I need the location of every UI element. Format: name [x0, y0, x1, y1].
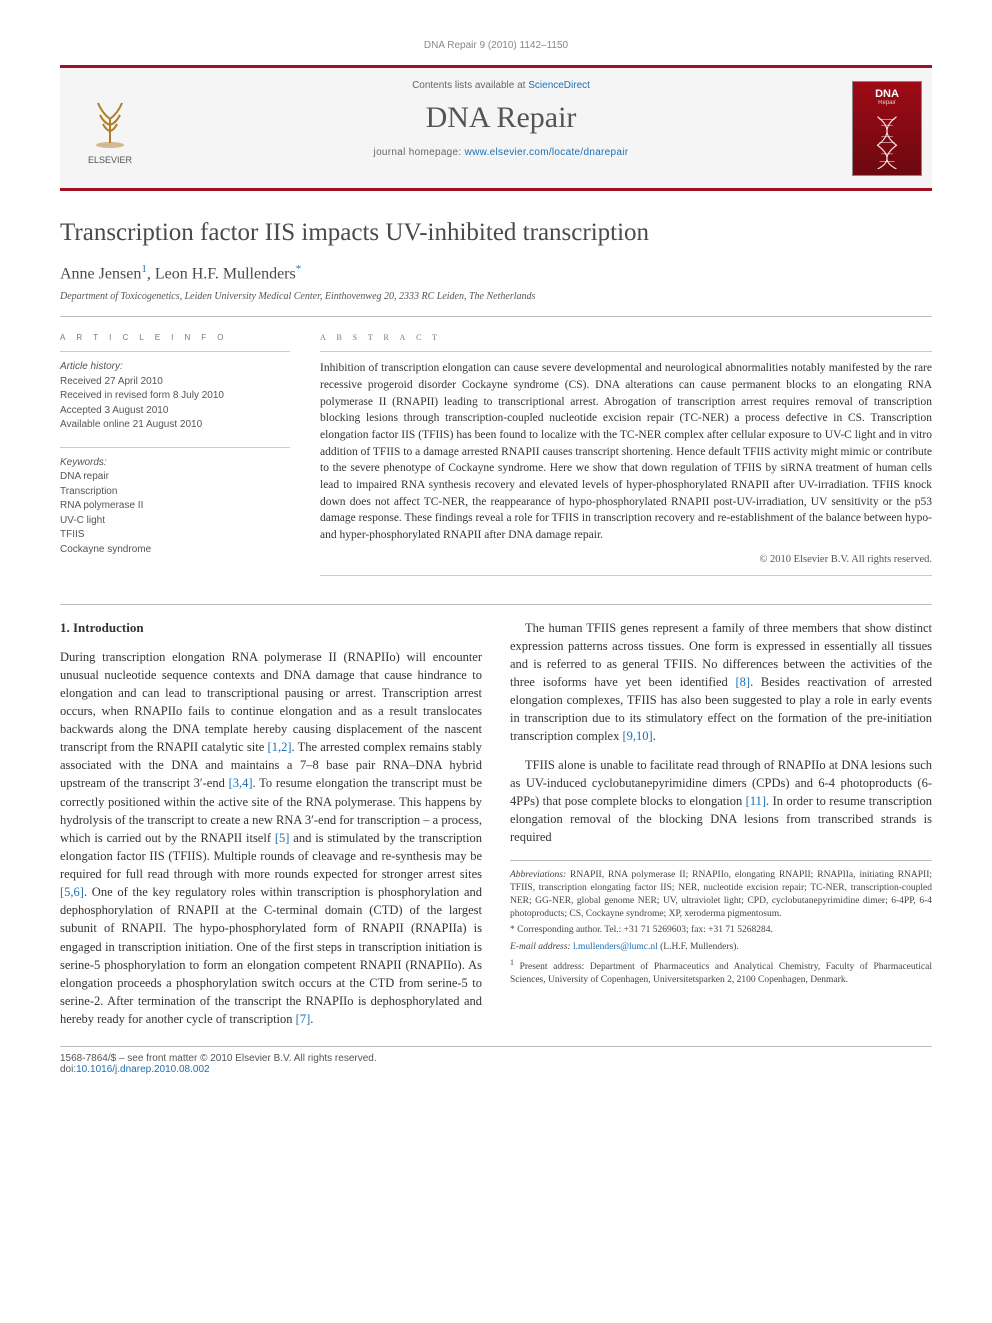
email-label: E-mail address: — [510, 942, 573, 952]
citation-link[interactable]: [9,10] — [622, 729, 652, 743]
keyword: UV-C light — [60, 514, 290, 529]
divider — [60, 447, 290, 448]
keyword: Cockayne syndrome — [60, 543, 290, 558]
abbrev-label: Abbreviations: — [510, 870, 566, 880]
keyword: DNA repair — [60, 470, 290, 485]
history-item: Accepted 3 August 2010 — [60, 404, 290, 419]
copyright: © 2010 Elsevier B.V. All rights reserved… — [320, 554, 932, 565]
history-label: Article history: — [60, 360, 290, 375]
citation-link[interactable]: [7] — [296, 1012, 311, 1026]
keywords-label: Keywords: — [60, 456, 290, 471]
footer: 1568-7864/$ – see front matter © 2010 El… — [60, 1046, 932, 1075]
text-run: . One of the key regulatory roles within… — [60, 885, 482, 1026]
author-1: Anne Jensen — [60, 265, 141, 282]
corresponding-author: * Corresponding author. Tel.: +31 71 526… — [510, 924, 932, 937]
citation-link[interactable]: [8] — [736, 675, 751, 689]
paragraph: During transcription elongation RNA poly… — [60, 648, 482, 1029]
cover-title: DNA — [875, 88, 899, 100]
journal-cover-thumb: DNA Repair — [852, 81, 922, 176]
section-heading: 1. Introduction — [60, 619, 482, 638]
email-link[interactable]: l.mullenders@lumc.nl — [573, 942, 658, 952]
keyword: TFIIS — [60, 528, 290, 543]
body-text: 1. Introduction During transcription elo… — [60, 619, 932, 1028]
divider — [60, 316, 932, 317]
homepage-link[interactable]: www.elsevier.com/locate/dnarepair — [465, 147, 629, 158]
footnotes: Abbreviations: RNAPII, RNA polymerase II… — [510, 860, 932, 987]
keyword: Transcription — [60, 485, 290, 500]
paragraph: The human TFIIS genes represent a family… — [510, 619, 932, 746]
abbreviations: Abbreviations: RNAPII, RNA polymerase II… — [510, 869, 932, 920]
article-history: Article history: Received 27 April 2010 … — [60, 360, 290, 433]
journal-name: DNA Repair — [170, 101, 832, 135]
doi-label: doi: — [60, 1064, 76, 1075]
divider — [60, 351, 290, 352]
contents-prefix: Contents lists available at — [412, 80, 528, 91]
author-2: Leon H.F. Mullenders — [155, 265, 296, 282]
divider — [320, 351, 932, 352]
publisher-name: ELSEVIER — [88, 155, 132, 165]
doi-line: doi:10.1016/j.dnarep.2010.08.002 — [60, 1064, 932, 1075]
authors: Anne Jensen1, Leon H.F. Mullenders* — [60, 263, 932, 283]
keywords-block: Keywords: DNA repair Transcription RNA p… — [60, 456, 290, 558]
dna-helix-icon — [856, 112, 918, 169]
citation-link[interactable]: [5] — [275, 831, 290, 845]
corr-label: * Corresponding author. — [510, 925, 604, 935]
citation-link[interactable]: [1,2] — [268, 740, 292, 754]
article-info-heading: a r t i c l e i n f o — [60, 331, 290, 343]
article-info-column: a r t i c l e i n f o Article history: R… — [60, 331, 290, 583]
sciencedirect-link[interactable]: ScienceDirect — [528, 80, 590, 91]
contents-line: Contents lists available at ScienceDirec… — [170, 80, 832, 91]
author-2-sup: * — [296, 263, 302, 275]
present-text: Present address: Department of Pharmaceu… — [510, 962, 932, 985]
cover-sub: Repair — [878, 100, 896, 106]
author-1-sup: 1 — [141, 263, 147, 275]
history-item: Received in revised form 8 July 2010 — [60, 389, 290, 404]
text-run: . — [653, 729, 656, 743]
running-head: DNA Repair 9 (2010) 1142–1150 — [60, 40, 932, 51]
history-item: Available online 21 August 2010 — [60, 418, 290, 433]
publisher-logo-block: ELSEVIER — [60, 68, 160, 188]
email-tail: (L.H.F. Mullenders). — [658, 942, 739, 952]
masthead: ELSEVIER Contents lists available at Sci… — [60, 65, 932, 191]
citation-link[interactable]: [3,4] — [229, 776, 253, 790]
text-run: RNAPII itself — [200, 831, 274, 845]
corr-text: Tel.: +31 71 5269603; fax: +31 71 526828… — [604, 925, 773, 935]
history-item: Received 27 April 2010 — [60, 375, 290, 390]
citation-link[interactable]: [5,6] — [60, 885, 84, 899]
citation-link[interactable]: [11] — [746, 794, 766, 808]
abstract-column: a b s t r a c t Inhibition of transcript… — [320, 331, 932, 583]
abbrev-text: RNAPII, RNA polymerase II; RNAPIIo, elon… — [510, 870, 932, 918]
abstract-heading: a b s t r a c t — [320, 331, 932, 343]
homepage-prefix: journal homepage: — [374, 147, 465, 158]
text-run: . — [310, 1012, 313, 1026]
affiliation: Department of Toxicogenetics, Leiden Uni… — [60, 291, 932, 302]
article-title: Transcription factor IIS impacts UV-inhi… — [60, 219, 932, 247]
keyword: RNA polymerase II — [60, 499, 290, 514]
present-address: 1 Present address: Department of Pharmac… — [510, 958, 932, 987]
text-run: During transcription elongation RNA poly… — [60, 650, 482, 755]
divider — [60, 604, 932, 605]
front-matter-line: 1568-7864/$ – see front matter © 2010 El… — [60, 1053, 932, 1064]
abstract-text: Inhibition of transcription elongation c… — [320, 360, 932, 543]
elsevier-tree-icon — [80, 91, 140, 151]
paragraph: TFIIS alone is unable to facilitate read… — [510, 756, 932, 847]
divider — [320, 575, 932, 576]
homepage-line: journal homepage: www.elsevier.com/locat… — [170, 147, 832, 158]
doi-link[interactable]: 10.1016/j.dnarep.2010.08.002 — [76, 1064, 209, 1075]
email-line: E-mail address: l.mullenders@lumc.nl (L.… — [510, 941, 932, 954]
